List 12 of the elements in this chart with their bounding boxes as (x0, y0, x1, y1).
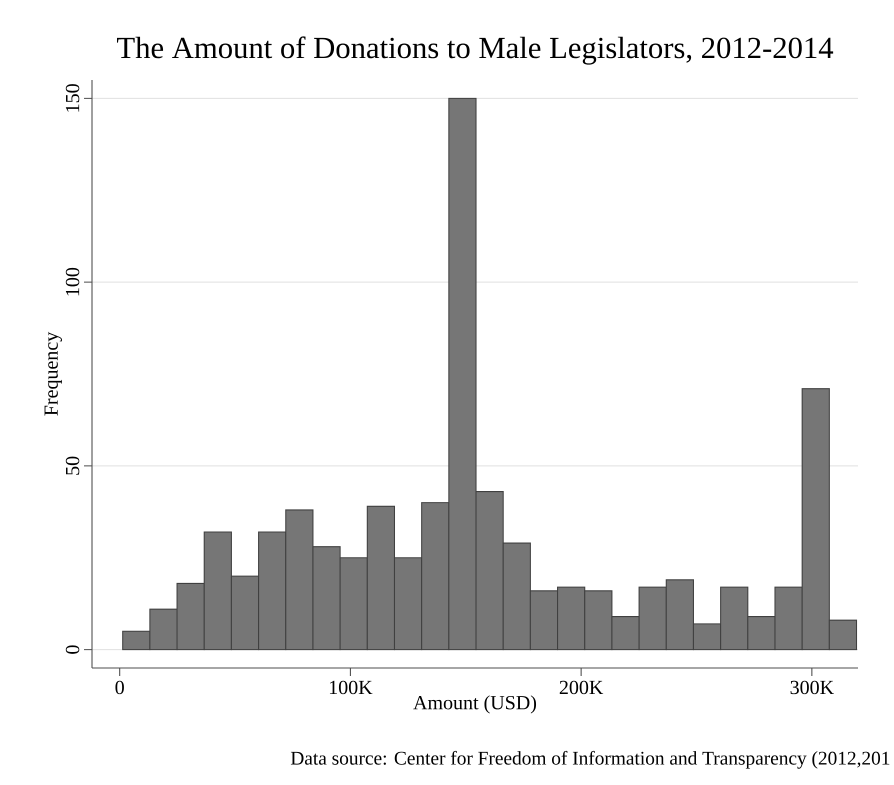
x-tick-label: 300K (790, 680, 834, 694)
y-tick-label: 100 (66, 268, 80, 296)
chart-title: The Amount of Donations to Male Legislators, 2012-2014 (116, 36, 834, 65)
source-note: Data source: Center for Freedom of Information and Transparency (2012,201 (290, 750, 890, 769)
y-axis-title: Frequency (44, 332, 62, 416)
x-tick-label: 0 (115, 680, 124, 694)
y-tick-label: 50 (66, 456, 80, 475)
x-tick-label: 200K (560, 680, 604, 694)
x-axis-title: Amount (USD) (413, 695, 536, 714)
y-tick-label: 150 (66, 84, 80, 112)
x-tick-label: 100K (330, 680, 372, 694)
y-tick-label: 0 (66, 645, 80, 654)
